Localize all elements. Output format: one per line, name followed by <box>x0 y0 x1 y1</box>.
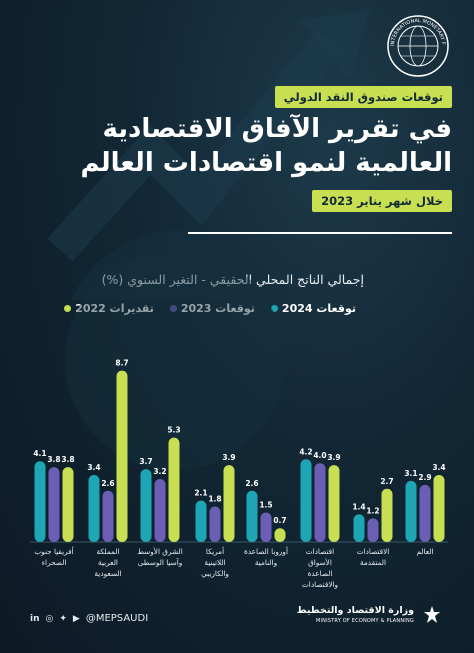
chart-title: إجمالي الناتج المحلي الحقيقي - التغير ال… <box>101 272 364 287</box>
bar-2024-cat5 <box>140 469 152 542</box>
data-label: 2.6 <box>245 479 258 488</box>
bar-2022-cat1 <box>381 488 393 542</box>
ministry-footer: وزارة الاقتصاد والتخطيط MINISTRY OF ECON… <box>297 604 444 628</box>
data-label: 3.2 <box>153 467 166 476</box>
data-label: 3.1 <box>404 469 417 478</box>
bar-2022-cat3 <box>274 528 286 542</box>
data-label: 5.3 <box>167 426 180 435</box>
legend-label-2022: تقديرات 2022 <box>75 302 154 315</box>
data-label: 1.2 <box>366 506 379 515</box>
legend-dot-2023 <box>169 305 177 312</box>
data-label: 2.9 <box>418 473 431 482</box>
bar-2024-cat1 <box>353 514 365 542</box>
bar-2023-cat0 <box>419 484 431 542</box>
data-label: 1.8 <box>208 495 221 504</box>
bar-2023-cat7 <box>48 467 60 542</box>
category-label: الاقتصادات المتقدمة <box>357 547 390 567</box>
legend-item-2022: تقديرات 2022 <box>64 302 154 315</box>
bar-2023-cat3 <box>260 512 272 542</box>
bar-2024-cat0 <box>405 480 417 542</box>
chart-legend: تقديرات 2022 توقعات 2023 توقعات 2024 <box>64 302 356 315</box>
data-label: 1.5 <box>259 500 272 509</box>
data-label: 4.1 <box>33 449 46 458</box>
linkedin-icon[interactable]: in <box>30 613 40 624</box>
legend-item-2023: توقعات 2023 <box>169 302 255 315</box>
category-label: العالم <box>416 547 433 556</box>
youtube-icon[interactable]: ▶ <box>72 613 80 624</box>
legend-label-2024: توقعات 2024 <box>281 302 356 315</box>
category-label: أمريكا اللاتينية والكاريبي <box>201 546 229 578</box>
bar-2024-cat2 <box>300 459 312 542</box>
data-label: 3.9 <box>222 453 235 462</box>
data-label: 4.2 <box>299 447 312 456</box>
bar-2022-cat7 <box>62 467 74 542</box>
category-label: أوروبا الصاعدة والنامية <box>244 546 288 567</box>
data-label: 0.7 <box>273 516 286 525</box>
bar-2023-cat4 <box>209 506 221 542</box>
ministry-name-en: MINISTRY OF ECONOMY & PLANNING <box>315 618 414 624</box>
ministry-name-ar: وزارة الاقتصاد والتخطيط <box>296 605 414 616</box>
category-label: أفريقيا جنوب الصحراء <box>34 546 73 567</box>
bar-2024-cat3 <box>246 490 258 542</box>
bar-2023-cat6 <box>102 490 114 542</box>
category-label: المملكة العربية السعودية <box>94 547 121 578</box>
twitter-icon[interactable]: ✦ <box>59 613 67 624</box>
data-label: 3.7 <box>139 457 152 466</box>
data-label: 2.7 <box>380 477 393 486</box>
social-footer: in ◎ ✦ ▶ @MEPSAUDI <box>30 613 148 624</box>
ministry-emblem-icon <box>424 606 440 623</box>
ministry-name: وزارة الاقتصاد والتخطيط MINISTRY OF ECON… <box>297 605 414 627</box>
date-badge: خلال شهر يناير 2023 <box>312 190 452 212</box>
data-label: 8.7 <box>115 359 128 368</box>
data-label: 2.6 <box>101 479 114 488</box>
social-handle[interactable]: @MEPSAUDI <box>85 613 149 624</box>
bar-2023-cat1 <box>367 518 379 542</box>
page-title: في تقرير الآفاق الاقتصادية العالمية لنمو… <box>80 114 452 178</box>
data-label: 3.8 <box>61 455 74 464</box>
legend-item-2024: توقعات 2024 <box>270 302 356 315</box>
legend-dot-2022 <box>64 305 72 312</box>
data-label: 3.8 <box>47 455 60 464</box>
imf-forecast-badge: توقعات صندوق النقد الدولي <box>274 86 452 108</box>
bar-2024-cat7 <box>34 461 46 542</box>
bar-2022-cat4 <box>223 465 235 542</box>
bar-2022-cat5 <box>168 437 180 542</box>
data-label: 3.4 <box>432 463 445 472</box>
data-label: 4.0 <box>313 451 326 460</box>
bar-2022-cat6 <box>116 370 128 542</box>
bar-2024-cat6 <box>88 475 100 542</box>
instagram-icon[interactable]: ◎ <box>45 613 54 624</box>
globe-background <box>65 250 285 470</box>
imf-seal-logo: INTERNATIONAL MONETARY FUND <box>386 14 449 77</box>
category-label: اقتصاداتالأسواقالصاعدةوالاقتصاداتالنامية <box>302 547 338 590</box>
bar-2022-cat2 <box>328 465 340 542</box>
bar-2024-cat4 <box>195 500 207 542</box>
data-label: 1.4 <box>352 502 365 511</box>
data-label: 2.1 <box>194 489 207 498</box>
category-label: الشرق الأوسط وآسيا الوسطى <box>137 547 183 567</box>
bar-2022-cat0 <box>433 475 445 542</box>
bar-2023-cat5 <box>154 478 166 542</box>
bar-2023-cat2 <box>314 463 326 542</box>
legend-dot-2024 <box>270 305 278 312</box>
data-label: 3.9 <box>327 453 340 462</box>
data-label: 3.4 <box>87 463 100 472</box>
title-divider <box>188 232 452 234</box>
legend-label-2023: توقعات 2023 <box>180 302 255 315</box>
